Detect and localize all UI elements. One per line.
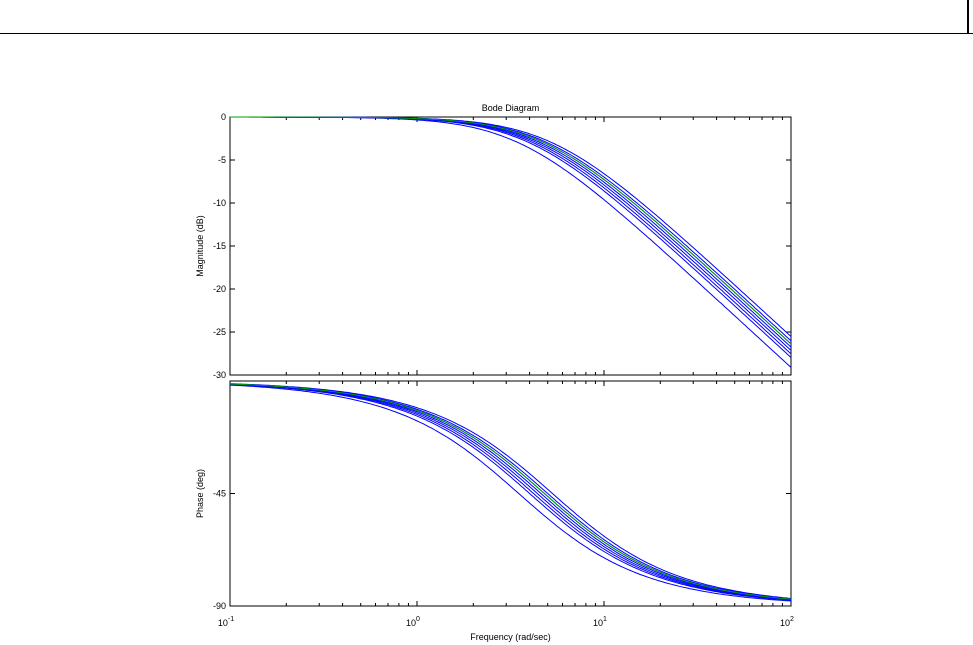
magnitude-series-line-8 — [230, 116, 792, 337]
x-tick-label: 102 — [780, 616, 794, 628]
chart-title: Bode Diagram — [482, 103, 540, 113]
magnitude-series-line-6 — [230, 116, 792, 345]
phase-series-line-8 — [229, 383, 792, 599]
phase-series-line-6 — [229, 383, 792, 600]
magnitude-y-tick-label: -5 — [218, 155, 226, 165]
magnitude-axes-frame — [229, 116, 792, 376]
magnitude-y-tick-label: -25 — [213, 327, 226, 337]
x-axis-label: Frequency (rad/sec) — [470, 632, 551, 642]
magnitude-series-line-5 — [230, 116, 792, 348]
magnitude-series-line-1 — [230, 116, 792, 368]
magnitude-y-tick-label: -15 — [213, 241, 226, 251]
top-bar — [0, 0, 973, 34]
phase-y-axis-label: Phase (deg) — [195, 469, 205, 518]
phase-series-line-7 — [229, 383, 792, 600]
phase-nominal-line — [229, 383, 792, 600]
phase-series-line-1 — [229, 384, 792, 602]
magnitude-nominal-line — [230, 116, 792, 345]
x-tick-label: 10-1 — [218, 616, 234, 628]
phase-series-line-4 — [229, 383, 792, 601]
phase-axes-frame — [229, 380, 792, 607]
magnitude-series-line-7 — [230, 116, 792, 342]
magnitude-y-tick-label: -30 — [213, 370, 226, 380]
x-tick-label: 101 — [593, 616, 607, 628]
magnitude-y-axis-label: Magnitude (dB) — [195, 215, 205, 277]
magnitude-y-tick-label: -20 — [213, 284, 226, 294]
phase-series-line-3 — [229, 383, 792, 601]
x-tick-label: 100 — [406, 616, 420, 628]
phase-y-tick-label: -90 — [213, 601, 226, 611]
magnitude-y-tick-label: 0 — [221, 112, 226, 122]
magnitude-series-line-3 — [230, 116, 792, 355]
phase-y-tick-label: -45 — [213, 489, 226, 499]
top-bar-edge — [967, 0, 969, 33]
phase-series-line-2 — [229, 384, 792, 601]
magnitude-y-tick-label: -10 — [213, 198, 226, 208]
magnitude-series-line-2 — [230, 116, 792, 358]
phase-series-line-5 — [229, 383, 792, 600]
magnitude-series-line-4 — [230, 116, 792, 351]
